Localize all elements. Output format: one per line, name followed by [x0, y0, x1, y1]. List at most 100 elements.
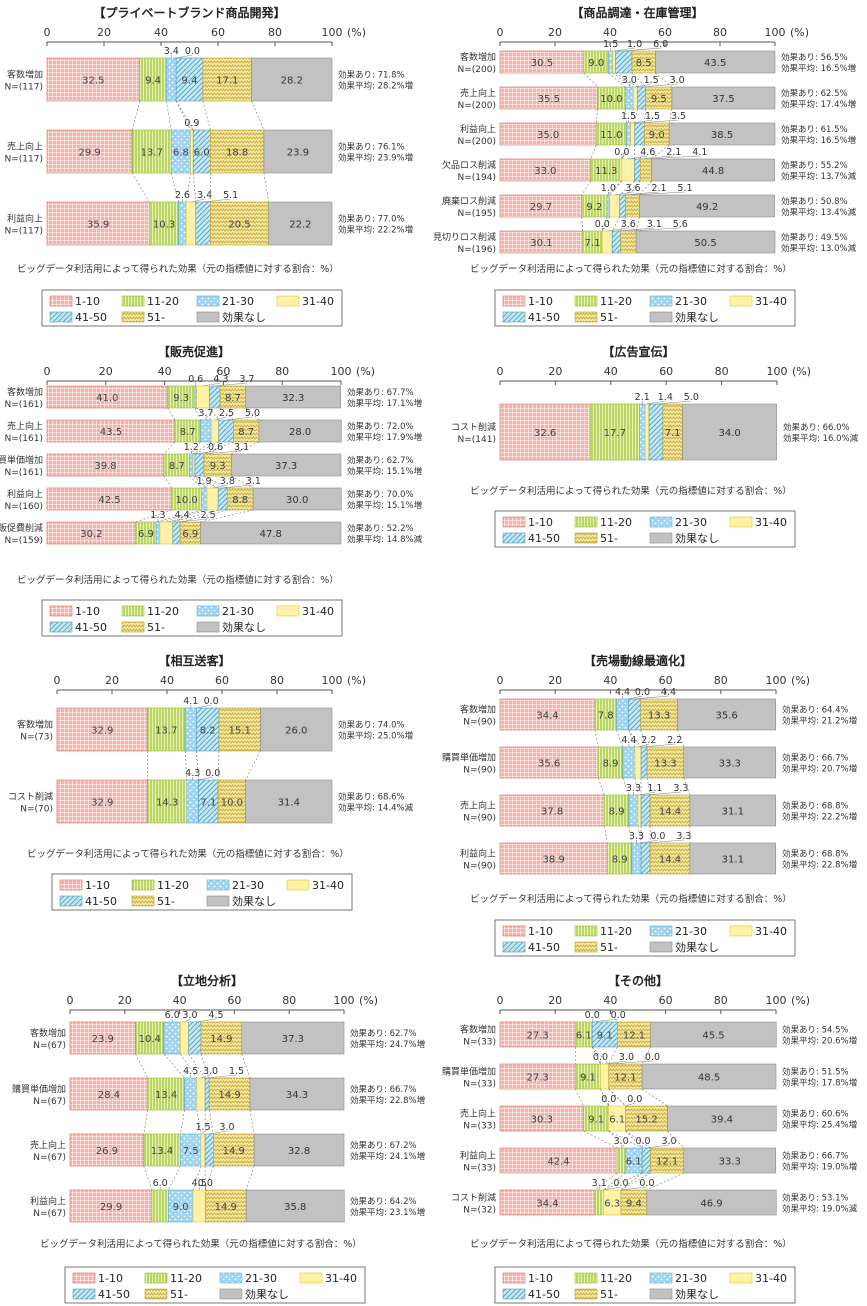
connector-line [175, 100, 191, 131]
category-label: 購買単価増加 [0, 454, 43, 466]
legend-swatch [219, 1288, 243, 1300]
bar-segment [591, 1021, 618, 1048]
connector-line [170, 172, 179, 203]
segment-value-label: 9.0 [173, 1202, 189, 1213]
legend-label: 効果なし [675, 940, 719, 954]
bar-segment [648, 403, 664, 461]
segment-value-label: 2.1 [666, 147, 681, 158]
leader-line [640, 839, 658, 844]
connector-line [241, 1053, 251, 1079]
segment-value-label: 13.4 [151, 1146, 173, 1157]
bar-segment [649, 842, 691, 875]
effect-average-label: 効果平均: 28.2%増 [338, 81, 413, 92]
legend-label: 1-10 [528, 1272, 553, 1285]
connector-line [609, 180, 623, 196]
segment-value-label: 29.7 [530, 202, 552, 213]
segment-value-label: 35.9 [87, 220, 109, 231]
category-label: 売上向上 [30, 1139, 66, 1151]
legend-label: 21-30 [222, 605, 254, 618]
effect-rate-label: 効果あり: 62.7% [350, 1028, 417, 1039]
bar-segment [639, 158, 652, 182]
segment-value-label: 4.6 [640, 147, 655, 158]
connector-line [625, 180, 641, 196]
bar-segment [231, 453, 342, 477]
category-n-label: N=(161) [5, 468, 43, 478]
x-tick-label: 60 [659, 365, 673, 378]
segment-value-label: 8.7 [180, 427, 196, 438]
connector-line [180, 1109, 185, 1135]
bar-segment [635, 230, 776, 254]
segment-value-label: 35.5 [538, 94, 560, 105]
bar-segment [620, 1189, 648, 1216]
leader-line [226, 416, 253, 421]
category-n-label: N=(73) [20, 733, 53, 743]
bar-segment [69, 1133, 145, 1167]
legend-label: 1-10 [528, 925, 553, 938]
leader-line [628, 155, 648, 160]
category-n-label: N=(33) [463, 1038, 496, 1048]
connector-line [604, 825, 608, 844]
legend-swatch [574, 1272, 598, 1284]
segment-value-label: 0.0 [614, 147, 629, 158]
segment-value-label: 9.1 [580, 1073, 596, 1084]
segment-value-label: 3.1 [592, 1178, 607, 1189]
effect-average-label: 効果平均: 25.0%増 [338, 731, 413, 742]
connector-line [163, 475, 173, 489]
category-label: 売上向上 [460, 800, 496, 812]
legend-label: 21-30 [232, 879, 264, 892]
leader-line [641, 83, 678, 88]
x-tick-label: 100 [331, 365, 352, 378]
category-n-label: N=(200) [458, 65, 496, 75]
leader-line [632, 119, 653, 124]
leader-line [166, 518, 183, 523]
segment-value-label: 3.7 [198, 408, 213, 419]
legend-label: 21-30 [675, 925, 707, 938]
leader-line [644, 743, 675, 748]
segment-value-label: 3.0 [670, 75, 685, 86]
chart-panel: 【売場動線最適化】 0 20 40 60 80 100 (%) 客数増加 N=(90) 34.4 7.… [442, 653, 857, 957]
legend-label: 21-30 [222, 295, 254, 308]
segment-value-label: 23.9 [92, 1034, 114, 1045]
category-label: 客数増加 [460, 1024, 496, 1036]
segment-value-label: 3.4 [197, 190, 212, 201]
bar-segment [245, 1189, 345, 1223]
leader-line [620, 1186, 647, 1191]
bar-segment [260, 707, 333, 752]
connector-line [635, 216, 640, 232]
leader-line [628, 695, 643, 700]
segment-value-label: 14.9 [210, 1034, 232, 1045]
bar-segment [46, 57, 140, 102]
legend-label: 効果なし [675, 1287, 719, 1301]
connector-line [194, 475, 219, 489]
segment-value-label: 6.0 [165, 1010, 180, 1021]
bar-segment [499, 403, 591, 461]
x-tick-label: 40 [603, 994, 617, 1007]
leader-line [592, 1018, 619, 1023]
segment-value-label: 6.1 [626, 1157, 642, 1168]
segment-value-label: 13.4 [155, 1090, 177, 1101]
bar-segment [139, 57, 167, 102]
bar-segment [583, 1105, 610, 1132]
effect-rate-label: 効果あり: 62.7% [347, 455, 414, 466]
connector-line [200, 1053, 210, 1079]
x-tick-label: 0 [44, 26, 51, 39]
leader-line [635, 83, 652, 88]
connector-line [591, 1046, 601, 1065]
effect-average-label: 効果平均: 13.4%減 [781, 207, 857, 218]
effect-rate-label: 効果あり: 68.8% [782, 849, 849, 860]
legend-label: 51- [600, 941, 618, 954]
legend-swatch [49, 605, 73, 617]
connector-line [590, 144, 597, 160]
category-n-label: N=(195) [458, 209, 496, 219]
segment-value-label: 5.1 [677, 183, 692, 194]
bar-segment [175, 57, 204, 102]
segment-value-label: 34.3 [286, 1090, 308, 1101]
legend-label: 1-10 [528, 516, 553, 529]
bar-segment [185, 201, 197, 246]
legend-swatch [502, 1288, 526, 1300]
connector-line [194, 441, 219, 455]
segment-value-label: 1.5 [603, 39, 618, 50]
segment-value-label: 43.5 [704, 58, 726, 69]
bar-segment [194, 453, 205, 477]
segment-value-label: 35.0 [537, 130, 559, 141]
